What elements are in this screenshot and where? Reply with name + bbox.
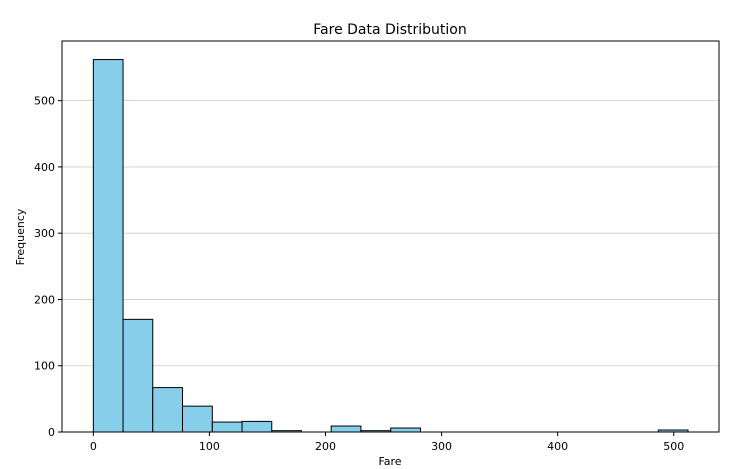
plot-frame [61, 40, 720, 433]
chart-title: Fare Data Distribution [313, 22, 466, 38]
histogram-bar [92, 59, 124, 433]
grid-lines [62, 100, 719, 367]
histogram-bar [211, 421, 243, 433]
x-tick-label: 100 [199, 440, 220, 453]
y-axis-label: Frequency [14, 208, 27, 265]
histogram-bars [92, 59, 689, 433]
x-tick-label: 500 [663, 440, 684, 453]
axis-ticks: 0 100 200 300 400 500 0 100 200 300 400 500 [34, 95, 684, 453]
x-axis-label: Fare [378, 455, 401, 465]
x-tick-label: 200 [315, 440, 336, 453]
x-tick-label: 400 [547, 440, 568, 453]
y-tick-label: 400 [34, 161, 55, 174]
axes [61, 40, 720, 433]
histogram-bar [181, 405, 213, 433]
x-tick-label: 0 [90, 440, 97, 453]
y-tick-label: 0 [48, 426, 55, 439]
histogram-bar [330, 425, 362, 433]
y-tick-label: 300 [34, 227, 55, 240]
y-tick-label: 200 [34, 293, 55, 306]
histogram-bar [241, 420, 273, 433]
histogram-bar [390, 427, 421, 433]
x-tick-label: 300 [431, 440, 452, 453]
y-tick-label: 500 [34, 95, 55, 108]
histogram-bar [122, 318, 154, 433]
y-tick-label: 100 [34, 360, 55, 373]
histogram-bar [152, 387, 183, 433]
